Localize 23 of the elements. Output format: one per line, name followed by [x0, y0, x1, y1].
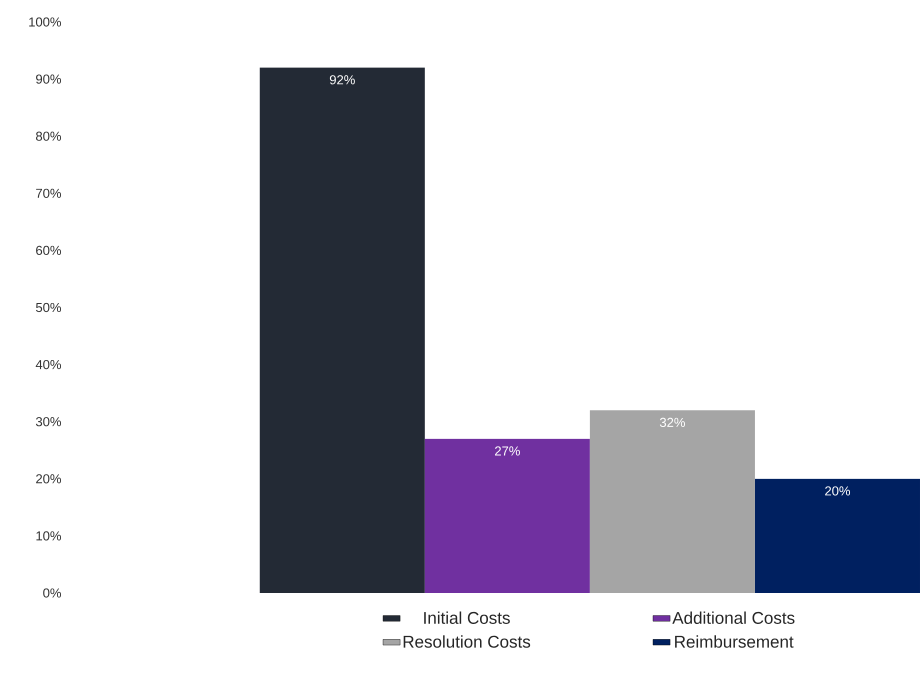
data-label: 27% [495, 446, 520, 456]
data-label: 20% [825, 486, 850, 496]
legend-label: Reimbursement [675, 635, 794, 648]
y-tick-label: 100% [29, 17, 62, 27]
y-tick-label: 0% [43, 588, 62, 598]
y-tick-label: 90% [36, 74, 62, 84]
data-label: 92% [330, 75, 355, 84]
y-tick-label: 70% [36, 188, 62, 198]
y-tick-label: 40% [36, 360, 62, 370]
y-tick-label: 80% [36, 132, 62, 141]
bar [260, 68, 425, 593]
bar [590, 410, 755, 593]
bar [424, 438, 590, 593]
data-label: 32% [660, 418, 685, 428]
legend-label: Resolution Costs [404, 635, 530, 648]
y-tick-label: 50% [36, 302, 62, 312]
legend-label: Initial Costs [424, 611, 510, 624]
y-tick-label: 20% [36, 474, 62, 484]
legend-label: Additional Costs [672, 611, 794, 624]
y-tick-label: 30% [36, 417, 62, 426]
y-tick-label: 10% [36, 531, 62, 540]
bar [754, 478, 920, 593]
y-tick-label: 60% [36, 246, 62, 255]
